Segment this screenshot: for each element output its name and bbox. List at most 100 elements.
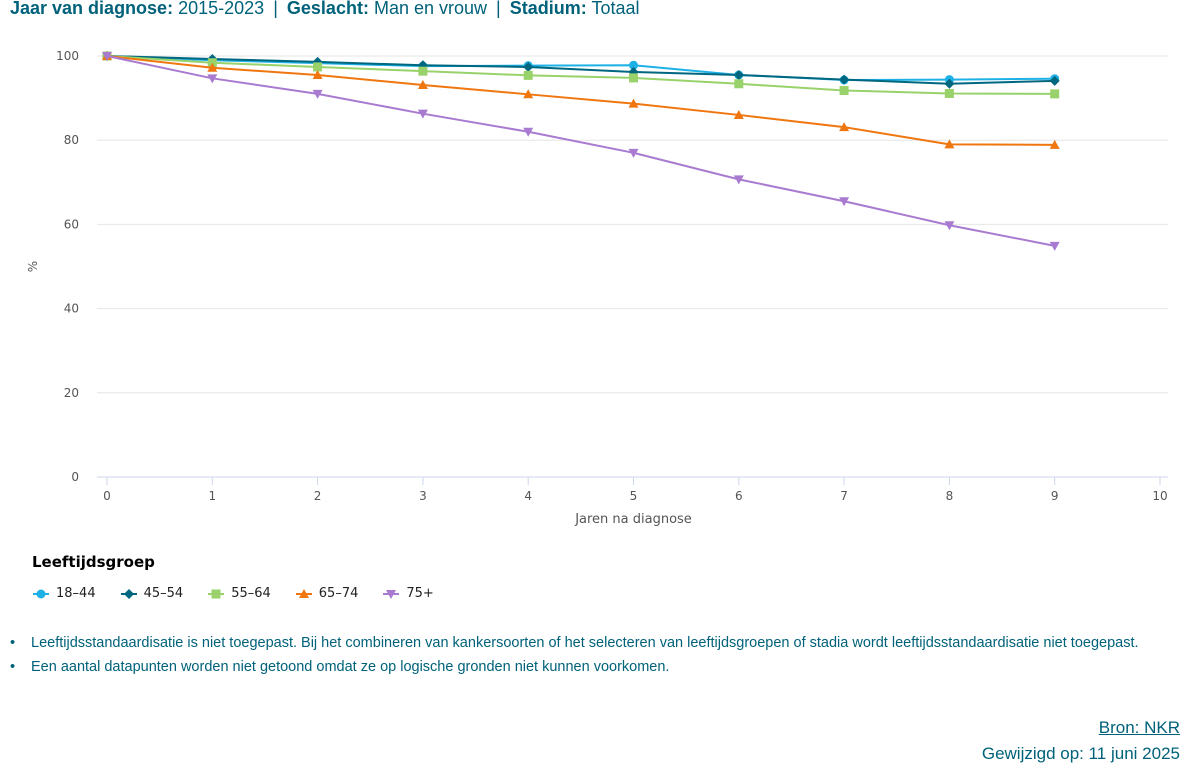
data-point[interactable] bbox=[944, 139, 955, 149]
grid-lines bbox=[97, 55, 1168, 394]
notes-list: Leeftijdsstandaardisatie is niet toegepa… bbox=[10, 634, 1180, 682]
data-point[interactable] bbox=[629, 73, 638, 83]
separator: | bbox=[273, 0, 278, 18]
legend-symbol bbox=[120, 588, 137, 599]
data-point[interactable] bbox=[102, 52, 112, 61]
data-point[interactable] bbox=[1050, 89, 1060, 99]
x-tick-label: 5 bbox=[630, 489, 638, 503]
data-point[interactable] bbox=[207, 74, 218, 84]
x-axis-label: Jaren na diagnose bbox=[574, 512, 692, 527]
y-tick-label: 60 bbox=[64, 217, 79, 231]
x-axis: 0 1 2 3 4 5 6 7 8 9 10 bbox=[97, 476, 1168, 503]
legend-marker bbox=[211, 589, 221, 598]
data-point[interactable] bbox=[733, 69, 744, 80]
series-group bbox=[102, 51, 1060, 251]
source-link[interactable]: Bron: NKR bbox=[1098, 718, 1180, 737]
series-line bbox=[106, 55, 1055, 95]
data-point[interactable] bbox=[628, 66, 639, 77]
legend-item[interactable]: 55–64 bbox=[207, 586, 271, 601]
y-tick-label: 20 bbox=[64, 386, 79, 400]
x-tick-label: 2 bbox=[314, 489, 322, 503]
legend-title: Leeftijdsgroep bbox=[32, 553, 155, 571]
data-point[interactable] bbox=[1049, 139, 1060, 149]
x-tick-label: 4 bbox=[524, 489, 532, 503]
survival-line-chart: 0 1 2 3 4 5 6 7 8 9 10 0 20 40 60 80 100 Jaren na diagn… bbox=[26, 49, 1168, 527]
x-tick-label: 6 bbox=[735, 489, 743, 503]
y-tick-label: 80 bbox=[64, 133, 79, 147]
sex-label: Geslacht: bbox=[286, 0, 369, 18]
x-tick-label: 7 bbox=[840, 489, 848, 503]
legend-symbol bbox=[383, 589, 400, 599]
x-tick-label: 1 bbox=[208, 489, 216, 503]
legend-marker bbox=[123, 588, 134, 599]
year-label: Jaar van diagnose: bbox=[10, 0, 174, 18]
data-point[interactable] bbox=[1049, 75, 1060, 86]
data-point[interactable] bbox=[312, 69, 323, 79]
stage-label: Stadium: bbox=[509, 0, 587, 18]
legend-symbol bbox=[295, 588, 312, 598]
data-point[interactable] bbox=[944, 221, 955, 231]
data-point[interactable] bbox=[839, 74, 850, 85]
data-point[interactable] bbox=[628, 98, 639, 108]
legend-label: 55–64 bbox=[231, 586, 271, 601]
data-point[interactable] bbox=[417, 60, 428, 71]
legend-marker bbox=[298, 588, 309, 598]
legend-symbol bbox=[208, 589, 225, 598]
year-value: 2015-2023 bbox=[178, 0, 265, 18]
x-tick-label: 9 bbox=[1051, 489, 1059, 503]
series-65-74 bbox=[102, 51, 1060, 149]
data-point[interactable] bbox=[839, 86, 849, 96]
series-line bbox=[106, 55, 1055, 247]
data-point[interactable] bbox=[839, 197, 850, 207]
data-point[interactable] bbox=[312, 89, 323, 99]
data-point[interactable] bbox=[523, 127, 534, 137]
legend-label: 65–74 bbox=[318, 586, 359, 601]
series-55-64 bbox=[102, 51, 1060, 99]
y-tick-label: 0 bbox=[71, 470, 79, 484]
x-tick-label: 8 bbox=[946, 489, 954, 503]
legend-label: 45–54 bbox=[143, 586, 184, 601]
filter-summary: Jaar van diagnose: 2015-2023 | Geslacht:… bbox=[10, 0, 639, 20]
y-axis: 0 20 40 60 80 100 bbox=[56, 49, 79, 484]
data-point[interactable] bbox=[839, 122, 850, 132]
legend-label: 18–44 bbox=[56, 586, 96, 601]
legend-marker bbox=[36, 589, 46, 598]
data-point[interactable] bbox=[733, 109, 744, 119]
data-point[interactable] bbox=[734, 79, 744, 89]
legend-item[interactable]: 18–44 bbox=[32, 586, 96, 601]
data-point[interactable] bbox=[418, 66, 428, 76]
data-point[interactable] bbox=[629, 60, 638, 70]
stage-value: Totaal bbox=[591, 0, 640, 18]
separator: | bbox=[496, 0, 501, 18]
data-point[interactable] bbox=[417, 109, 428, 119]
sex-value: Man en vrouw bbox=[373, 0, 488, 18]
data-point[interactable] bbox=[523, 89, 534, 99]
data-point[interactable] bbox=[944, 88, 954, 98]
legend: 18–44 45–54 55–64 65–74 75+ bbox=[32, 586, 458, 601]
note-item: Leeftijdsstandaardisatie is niet toegepa… bbox=[10, 634, 1180, 652]
data-point[interactable] bbox=[628, 148, 639, 158]
data-point[interactable] bbox=[523, 70, 533, 80]
data-point[interactable] bbox=[207, 62, 218, 72]
x-tick-label: 3 bbox=[419, 489, 427, 503]
legend-item[interactable]: 65–74 bbox=[295, 586, 359, 601]
data-point[interactable] bbox=[733, 175, 744, 185]
series-line bbox=[106, 55, 1055, 85]
y-axis-label: % bbox=[26, 261, 40, 272]
legend-marker bbox=[386, 589, 397, 599]
data-point[interactable] bbox=[523, 61, 534, 72]
y-tick-label: 100 bbox=[56, 49, 79, 63]
data-point[interactable] bbox=[1049, 241, 1060, 251]
data-point[interactable] bbox=[944, 78, 955, 89]
legend-item[interactable]: 45–54 bbox=[120, 586, 184, 601]
legend-label: 75+ bbox=[406, 586, 434, 601]
source-block: Bron: NKR Gewijzigd op: 11 juni 2025 bbox=[982, 715, 1180, 767]
data-point[interactable] bbox=[207, 58, 217, 68]
legend-item[interactable]: 75+ bbox=[382, 586, 434, 601]
data-point[interactable] bbox=[313, 62, 323, 72]
modified-date: Gewijzigd op: 11 juni 2025 bbox=[981, 744, 1180, 763]
data-point[interactable] bbox=[417, 80, 428, 90]
note-item: Een aantal datapunten worden niet getoon… bbox=[10, 658, 1180, 676]
x-tick-label: 10 bbox=[1152, 489, 1167, 503]
series-75+ bbox=[102, 52, 1060, 251]
